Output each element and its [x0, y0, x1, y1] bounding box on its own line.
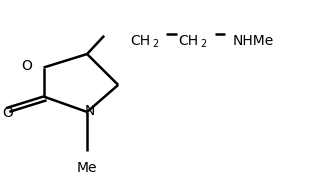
Text: 2: 2 — [201, 39, 207, 49]
Text: 2: 2 — [152, 39, 159, 49]
Text: Me: Me — [77, 161, 97, 175]
Text: O: O — [21, 59, 32, 73]
Text: CH: CH — [130, 35, 150, 48]
Text: CH: CH — [178, 35, 198, 48]
Text: N: N — [85, 104, 95, 118]
Text: NHMe: NHMe — [233, 35, 274, 48]
Text: O: O — [2, 106, 13, 120]
